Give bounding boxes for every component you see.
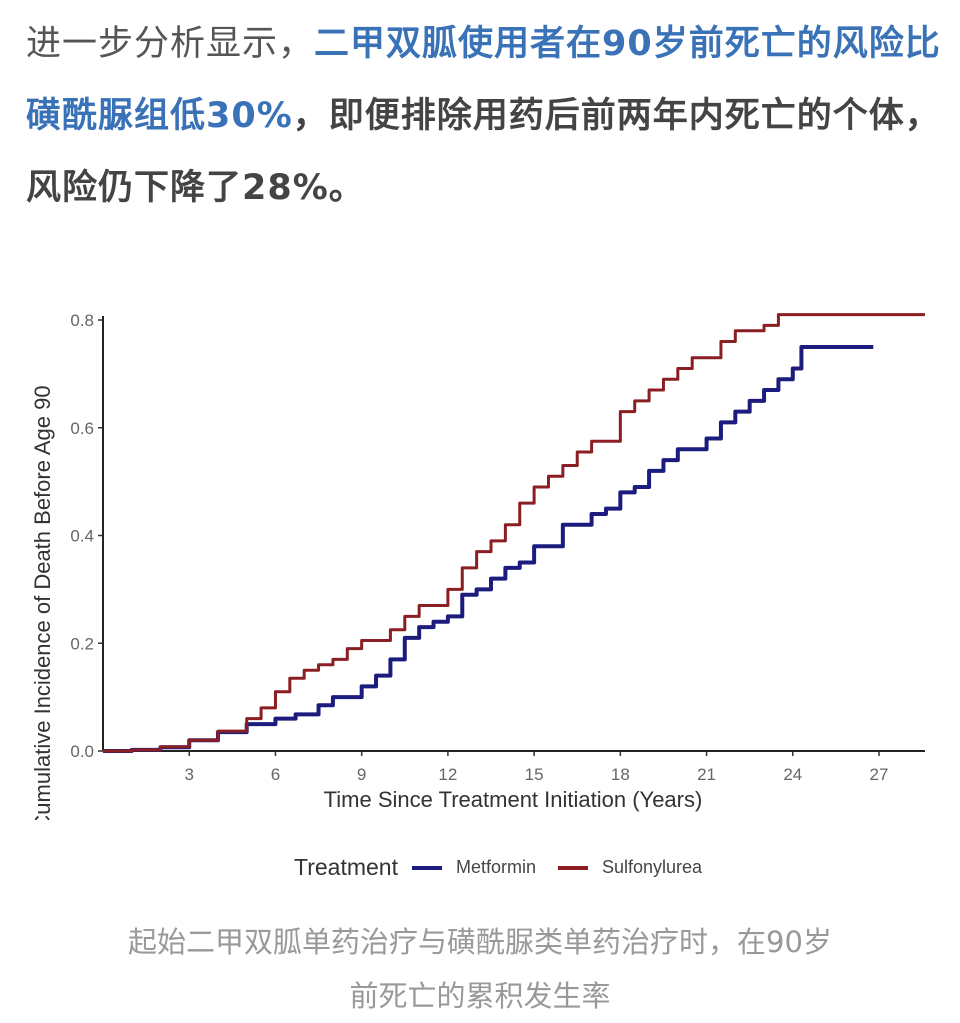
y-tick-label: 0.2 bbox=[70, 634, 94, 653]
figure-caption: 起始二甲双胍单药治疗与磺酰脲类单药治疗时，在90岁 前死亡的累积发生率 bbox=[0, 915, 960, 1023]
paragraph-text-2: ，即便排除用药后前两年内死亡的个体，风险仍下降了28%。 bbox=[26, 96, 941, 208]
series-line-metformin bbox=[103, 344, 874, 753]
caption-line-1: 起始二甲双胍单药治疗与磺酰脲类单药治疗时，在90岁 bbox=[128, 925, 832, 959]
series-line-sulfonylurea bbox=[103, 313, 925, 753]
x-tick-label: 21 bbox=[697, 765, 716, 784]
y-axis-label: Cumulative Incidence of Death Before Age… bbox=[30, 385, 55, 820]
x-tick-label: 3 bbox=[184, 765, 193, 784]
x-axis-label: Time Since Treatment Initiation (Years) bbox=[324, 787, 703, 812]
x-tick-label: 24 bbox=[783, 765, 802, 784]
x-tick-label: 6 bbox=[271, 765, 280, 784]
y-tick-label: 0.6 bbox=[70, 419, 94, 438]
legend-swatch-metformin bbox=[411, 865, 442, 870]
x-tick-label: 9 bbox=[357, 765, 366, 784]
x-tick-label: 15 bbox=[525, 765, 544, 784]
x-tick-label: 27 bbox=[870, 765, 889, 784]
legend-label-metformin: Metformin bbox=[455, 857, 536, 877]
y-tick-label: 0.0 bbox=[70, 742, 94, 761]
caption-line-2: 前死亡的累积发生率 bbox=[349, 979, 611, 1013]
legend-swatch-sulfonylurea bbox=[557, 865, 588, 870]
legend-label-sulfonylurea: Sulfonylurea bbox=[601, 857, 703, 877]
paragraph-highlight: 二甲双胍使用者在90岁前死亡的风险比磺酰脲组低30% bbox=[26, 24, 941, 136]
y-tick-label: 0.4 bbox=[70, 527, 94, 546]
y-tick-label: 0.8 bbox=[70, 311, 94, 330]
legend-title: Treatment bbox=[294, 854, 398, 880]
x-tick-label: 18 bbox=[611, 765, 630, 784]
x-tick-label: 12 bbox=[438, 765, 457, 784]
cumulative-incidence-chart: 3 6 9 12 15 18 21 24 27 0.0 0.2 0.4 0.6 0.8 Time Sinc… bbox=[30, 311, 925, 820]
legend: Treatment Metformin Sulfonylurea bbox=[294, 854, 724, 881]
intro-paragraph: 进一步分析显示，二甲双胍使用者在90岁前死亡的风险比磺酰脲组低30%，即便排除用… bbox=[26, 8, 946, 224]
paragraph-text-1: 进一步分析显示， bbox=[26, 24, 315, 64]
